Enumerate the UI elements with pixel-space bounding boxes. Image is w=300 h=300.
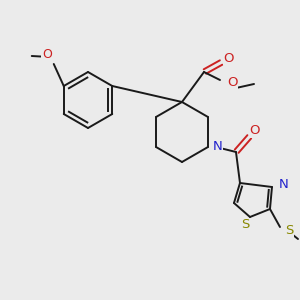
Text: O: O — [250, 124, 260, 137]
Text: S: S — [241, 218, 249, 232]
Text: N: N — [213, 140, 223, 154]
Text: O: O — [224, 52, 234, 64]
Text: N: N — [279, 178, 289, 191]
Text: S: S — [285, 224, 293, 238]
Text: O: O — [42, 47, 52, 61]
Text: O: O — [227, 76, 238, 88]
